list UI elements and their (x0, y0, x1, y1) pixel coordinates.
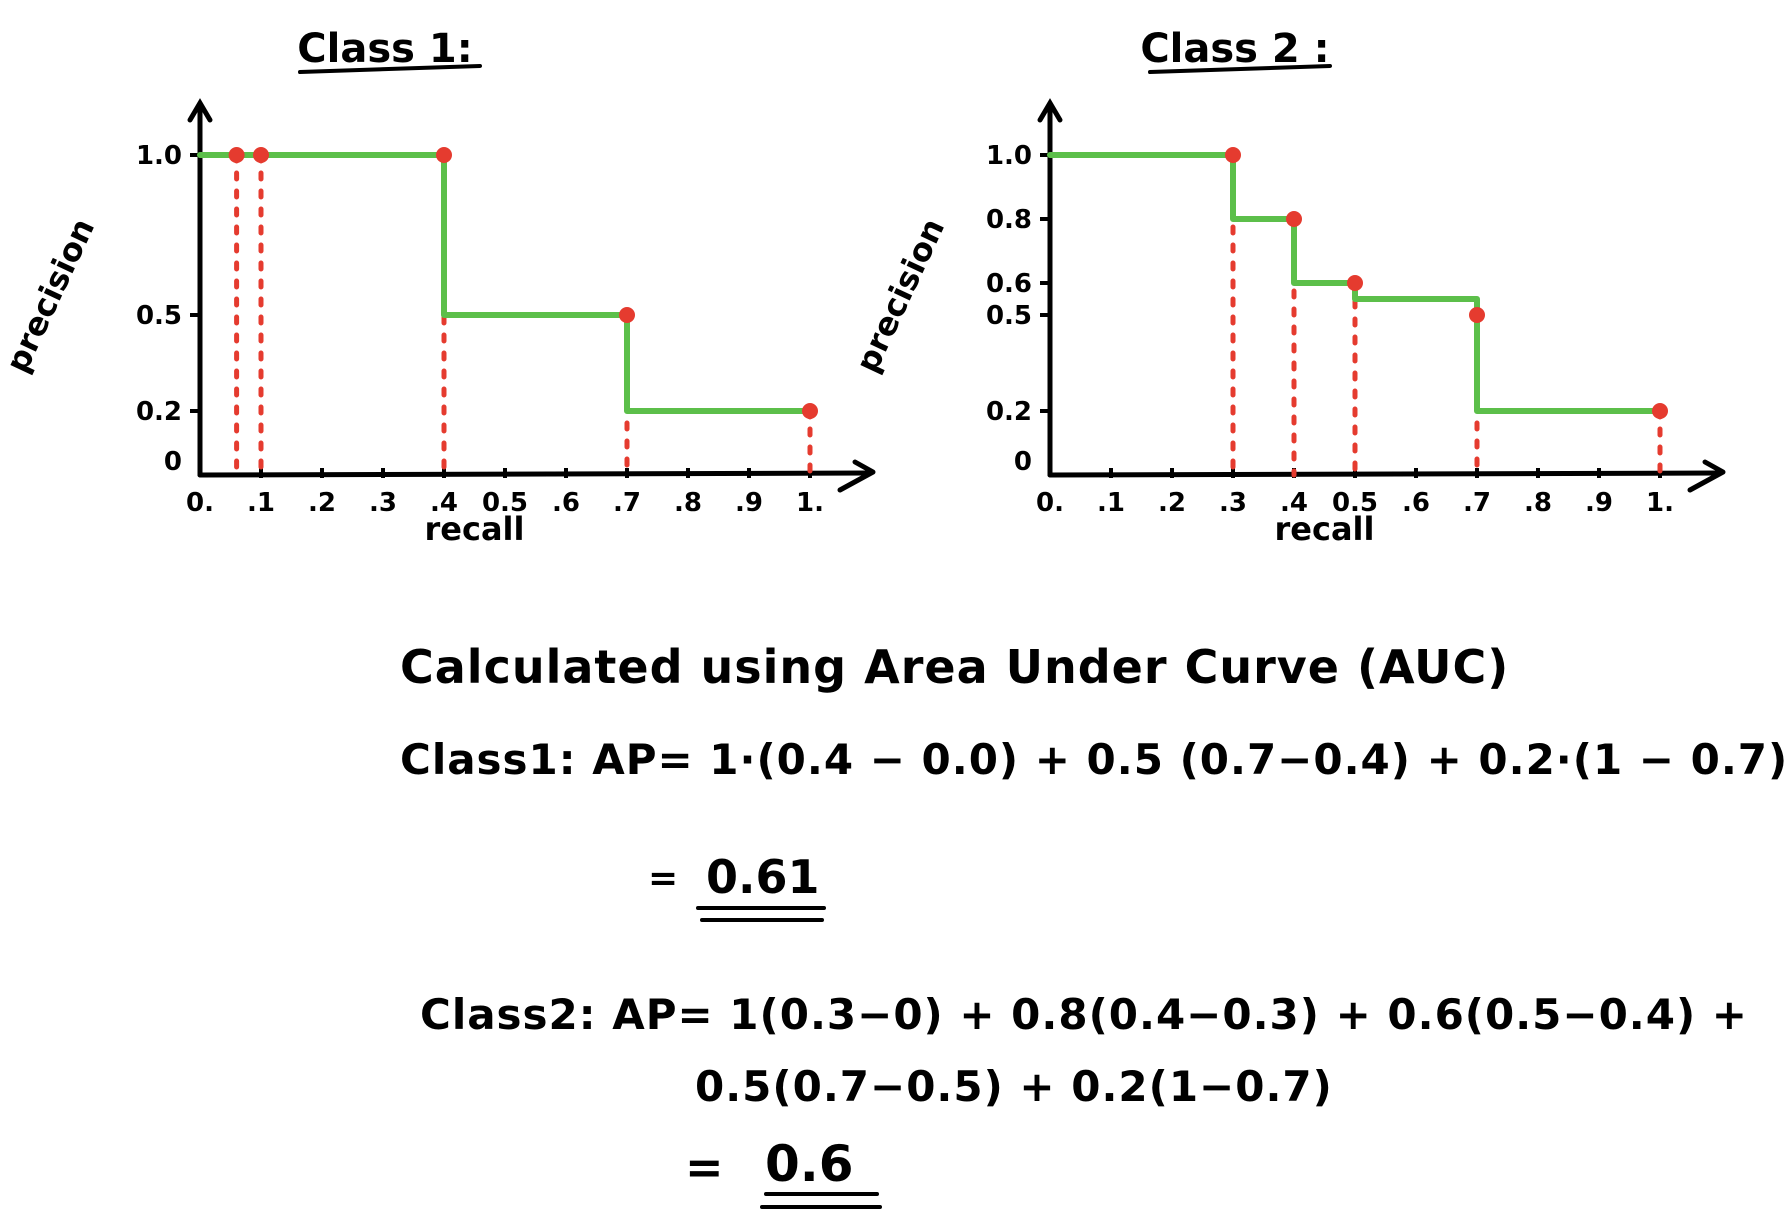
x-tick-label: .8 (674, 488, 702, 518)
chart-title: Class 1: (297, 26, 472, 72)
x-axis-arrow (837, 459, 876, 493)
x-tick-label: 1. (1646, 488, 1674, 518)
data-point (1225, 147, 1241, 163)
x-tick-label: .7 (613, 488, 641, 518)
x-tick-label: .3 (369, 488, 397, 518)
data-point (1286, 211, 1302, 227)
x-tick-label: .2 (1158, 488, 1186, 518)
class2-ap-formula-line1: Class2: AP= 1(0.3−0) + 0.8(0.4−0.3) + 0.… (420, 990, 1748, 1039)
x-axis (197, 470, 873, 478)
x-tick-label: 1. (796, 488, 824, 518)
y-tick-label: 0.5 (136, 301, 182, 331)
class1-result-underline (696, 906, 826, 910)
class1-ap-result: 0.61 (706, 850, 820, 904)
x-tick-label: 0.5 (1332, 488, 1378, 518)
class1-result-underline-2 (700, 918, 824, 922)
chart-title: Class 2 : (1140, 26, 1329, 72)
x-tick-label: .2 (308, 488, 336, 518)
x-tick-label: .6 (1402, 488, 1430, 518)
y-axis-arrow (187, 98, 213, 123)
y-axis-arrow (1037, 98, 1063, 123)
title-underline (1148, 64, 1332, 74)
x-tick-label: .1 (247, 488, 275, 518)
data-point (228, 147, 245, 163)
x-tick-label: .7 (1463, 488, 1491, 518)
y-tick-label: 1.0 (986, 141, 1032, 171)
data-point (1469, 307, 1485, 323)
x-axis-label: recall (425, 510, 525, 548)
x-tick-label: .9 (735, 488, 763, 518)
class2-result-underline-2 (760, 1205, 882, 1209)
calculation-heading: Calculated using Area Under Curve (AUC) (400, 640, 1510, 694)
class1-pr-chart: Class 1:0. .1.2.3.4 0.5.6.7.8.9 1.00.20.51.… (0, 26, 876, 548)
x-axis (1047, 470, 1723, 478)
data-point (253, 147, 269, 163)
data-point (436, 147, 452, 163)
x-axis-arrow (1687, 459, 1726, 493)
class2-ap-formula-line2: 0.5(0.7−0.5) + 0.2(1−0.7) (695, 1062, 1333, 1111)
pr-step-curve (197, 152, 813, 414)
x-tick-label: 0. (1036, 488, 1064, 518)
x-tick-label: 0.5 (482, 488, 528, 518)
title-underline (298, 64, 482, 74)
y-tick-label: 0.8 (986, 205, 1032, 235)
data-point (619, 307, 635, 323)
class1-ap-formula: Class1: AP= 1·(0.4 − 0.0) + 0.5 (0.7−0.4… (400, 735, 1789, 784)
y-tick-label: 0.2 (986, 397, 1032, 427)
x-tick-label: .6 (552, 488, 580, 518)
y-tick-label: 0.5 (986, 301, 1032, 331)
data-point (1347, 275, 1363, 291)
x-tick-label: .1 (1097, 488, 1125, 518)
class1-result-equals: = (648, 858, 679, 899)
x-tick-label: .3 (1219, 488, 1247, 518)
class2-ap-result: 0.6 (765, 1135, 854, 1193)
x-tick-label: .9 (1585, 488, 1613, 518)
x-tick-label: .4 (1280, 488, 1308, 518)
y-tick-label: 0 (164, 447, 182, 477)
y-tick-label: 0.2 (136, 397, 182, 427)
y-tick-label: 0.6 (986, 269, 1032, 299)
data-point (1652, 403, 1668, 419)
data-point (802, 403, 818, 419)
x-tick-label: 0. (186, 488, 214, 518)
x-tick-label: .8 (1524, 488, 1552, 518)
x-axis-label: recall (1275, 510, 1375, 548)
y-tick-label: 1.0 (136, 141, 182, 171)
class2-pr-chart: Class 2 :0. .1.2.3.4 0.5.6.7.8.9 1.00.20.50… (848, 26, 1726, 548)
class2-result-equals: = (685, 1140, 724, 1194)
class2-result-underline (764, 1192, 879, 1196)
x-tick-label: .4 (430, 488, 458, 518)
pr-step-curve (1047, 152, 1663, 414)
y-tick-label: 0 (1014, 447, 1032, 477)
